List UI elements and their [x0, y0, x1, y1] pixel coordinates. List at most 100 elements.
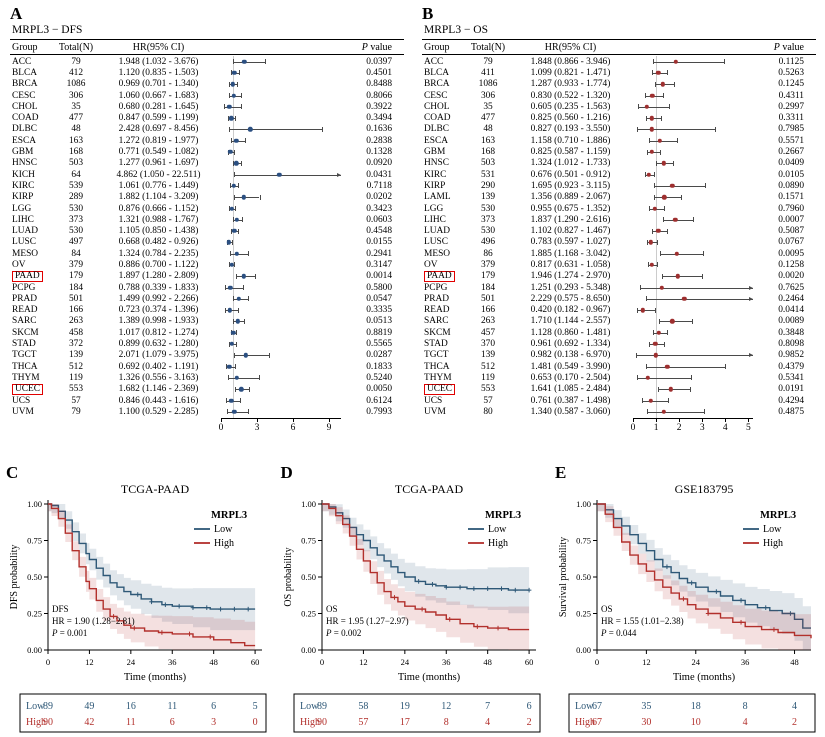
cell-p-value: 0.0547: [366, 293, 392, 304]
risk-count: 89: [317, 701, 327, 712]
km-x-axis-label: Time (months): [398, 672, 461, 683]
ci-cap-high: [724, 59, 726, 65]
cell-p-value: 0.8488: [366, 79, 392, 90]
cell-hr-ci: 1.061 (0.776 - 1.449): [118, 180, 199, 191]
group-label: LIHC: [12, 214, 34, 225]
hr-dot: [277, 172, 282, 177]
ci-cap-high: [248, 296, 250, 302]
ci-cap-high: [657, 262, 659, 268]
y-tick-label: 0.25: [576, 609, 591, 619]
cell-p-value: 0.3335: [366, 305, 392, 316]
ci-cap-high: [234, 206, 236, 211]
cell-p-value: 0.0007: [778, 214, 804, 225]
ci-cap-low: [230, 183, 232, 189]
ci-cap-high: [237, 307, 239, 313]
cell-p-value: 0.5263: [778, 67, 804, 78]
cell-hr-ci: 0.830 (0.522 - 1.320): [530, 90, 611, 101]
header-hr-ci: HR(95% CI): [132, 41, 185, 53]
cell-forest-marker: [221, 350, 341, 361]
ci-whisker: [637, 310, 656, 312]
group-label: LUSC: [12, 237, 36, 248]
group-label: STAD: [12, 339, 36, 350]
hr-dot: [234, 161, 239, 166]
cell-p-value: 0.2997: [778, 101, 804, 112]
header-total-n: Total(N): [58, 41, 94, 53]
cell-p-value: 0.5341: [778, 372, 804, 383]
cell-hr-ci: 1.897 (1.280 - 2.809): [118, 271, 199, 282]
km-y-axis-label: OS probability: [283, 547, 294, 606]
forest-row-lusc: LUSC 496 0.783 (0.597 - 1.027) 0.0767: [422, 237, 816, 248]
cell-total-n: 379: [480, 259, 496, 270]
cell-forest-marker: [633, 384, 753, 395]
y-tick-label: 0.00: [27, 645, 42, 655]
forest-row-thca: THCA 512 0.692 (0.402 - 1.191) 0.1833: [10, 361, 404, 372]
ci-cap-high: [690, 386, 692, 392]
group-label: MESO: [12, 248, 39, 259]
hr-dot: [247, 127, 253, 132]
cell-hr-ci: 0.420 (0.182 - 0.967): [530, 305, 611, 316]
ci-cap-low: [641, 398, 643, 404]
cell-group: LUSC: [10, 237, 56, 247]
cell-total-n: 79: [71, 56, 81, 67]
y-tick-label: 0.25: [27, 609, 42, 619]
forest-row-skcm: SKCM 457 1.128 (0.860 - 1.481) 0.3848: [422, 327, 816, 338]
cell-total-n: 1086: [66, 79, 86, 90]
ci-cap-low: [230, 138, 232, 144]
cell-total-n: 512: [480, 361, 496, 372]
cell-forest-marker: [633, 192, 753, 203]
cell-forest-marker: [633, 146, 753, 157]
cell-forest-marker: [633, 237, 753, 248]
hr-dot: [231, 330, 236, 335]
forest-row-thca: THCA 512 1.481 (0.549 - 3.990) 0.4379: [422, 361, 816, 372]
cell-group: KICH: [10, 170, 56, 180]
ci-cap-high: [672, 160, 674, 166]
cell-hr-ci: 1.948 (1.032 - 3.676): [118, 56, 199, 67]
cell-group: STAD: [10, 339, 56, 349]
cell-total-n: 290: [480, 180, 496, 191]
axis-tick: [656, 417, 658, 422]
hr-dot: [661, 161, 666, 166]
forest-row-acc: ACC 79 1.948 (1.032 - 3.676) 0.0397: [10, 56, 404, 67]
forest-row-cesc: CESC 306 0.830 (0.522 - 1.320) 0.4311: [422, 90, 816, 101]
cell-total-n: 163: [68, 135, 84, 146]
ci-cap-high: [661, 115, 663, 121]
hr-dot: [242, 59, 247, 64]
ci-cap-high: [258, 375, 260, 381]
cell-forest-marker: [633, 112, 753, 123]
cell-total-n: 139: [480, 350, 496, 361]
ci-cap-high: [234, 262, 236, 268]
group-label: KICH: [12, 169, 35, 180]
cell-forest-marker: [221, 146, 341, 157]
cell-group: UCEC: [422, 383, 468, 396]
cell-forest-marker: [221, 271, 341, 282]
forest-header: Group Total(N) HR(95% CI) P value: [10, 39, 404, 55]
ci-cap-high: [655, 307, 657, 313]
panel-b-forest-os: B MRPL3 − OS Group Total(N) HR(95% CI) P…: [412, 0, 824, 460]
legend-label-low: Low: [214, 524, 233, 535]
cell-hr-ci: 2.071 (1.079 - 3.975): [118, 350, 199, 361]
ci-cap-low: [638, 104, 640, 110]
p-value-rest: value: [779, 41, 804, 53]
p-value-italic: P: [773, 41, 780, 53]
cell-p-value: 0.5565: [366, 339, 392, 350]
cell-p-value: 0.6124: [366, 395, 392, 406]
cell-forest-marker: [221, 327, 341, 338]
panel-e-km-gse: E GSE183795 Survival probability 0.00 0.25 0…: [551, 464, 823, 736]
ci-cap-low: [646, 149, 648, 155]
ci-whisker: [646, 411, 704, 413]
p-value-italic: P: [361, 41, 368, 53]
forest-row-lgg: LGG 530 0.876 (0.666 - 1.152) 0.3423: [10, 203, 404, 214]
ci-whisker: [641, 400, 668, 402]
km-plot-svg: GSE183795 Survival probability 0.00 0.25 0.5…: [558, 482, 812, 683]
ci-whisker: [233, 174, 341, 176]
forest-row-ucec: UCEC 553 1.641 (1.085 - 2.484) 0.0191: [422, 383, 816, 396]
cell-p-value: 0.0513: [366, 316, 392, 327]
panel-letter-d: D: [280, 463, 293, 482]
forest-row-brca: BRCA 1086 1.287 (0.933 - 1.774) 0.1245: [422, 79, 816, 90]
cell-total-n: 477: [68, 113, 84, 124]
cell-hr-ci: 1.326 (0.556 - 3.163): [118, 372, 199, 383]
ci-whisker: [224, 106, 241, 108]
group-label-highlighted: UCEC: [12, 383, 44, 396]
cell-total-n: 79: [71, 406, 81, 417]
cell-group: SARC: [422, 316, 468, 326]
